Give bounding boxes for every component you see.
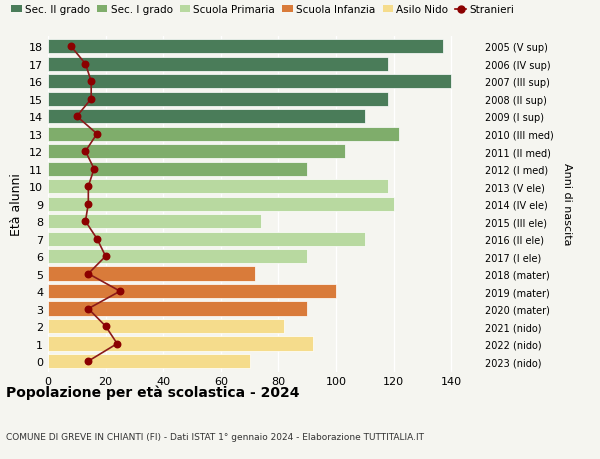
- Bar: [48, 145, 344, 159]
- Point: [101, 253, 110, 260]
- Point: [89, 166, 99, 173]
- Point: [92, 131, 102, 138]
- Text: Popolazione per età scolastica - 2024: Popolazione per età scolastica - 2024: [6, 385, 299, 399]
- Point: [86, 96, 96, 103]
- Bar: [48, 57, 388, 72]
- Point: [83, 305, 93, 313]
- Bar: [48, 92, 388, 106]
- Bar: [48, 127, 400, 142]
- Point: [101, 323, 110, 330]
- Point: [80, 218, 90, 225]
- Bar: [48, 197, 394, 212]
- Point: [80, 61, 90, 68]
- Text: COMUNE DI GREVE IN CHIANTI (FI) - Dati ISTAT 1° gennaio 2024 - Elaborazione TUTT: COMUNE DI GREVE IN CHIANTI (FI) - Dati I…: [6, 431, 424, 441]
- Point: [66, 44, 76, 51]
- Bar: [48, 337, 313, 351]
- Bar: [48, 302, 307, 316]
- Point: [115, 288, 125, 295]
- Legend: Sec. II grado, Sec. I grado, Scuola Primaria, Scuola Infanzia, Asilo Nido, Stran: Sec. II grado, Sec. I grado, Scuola Prim…: [11, 5, 514, 15]
- Y-axis label: Anni di nascita: Anni di nascita: [562, 163, 572, 246]
- Point: [83, 183, 93, 190]
- Bar: [48, 75, 451, 89]
- Bar: [48, 40, 443, 54]
- Point: [83, 358, 93, 365]
- Bar: [48, 179, 388, 194]
- Point: [72, 113, 82, 121]
- Bar: [48, 319, 284, 334]
- Bar: [48, 110, 365, 124]
- Bar: [48, 214, 261, 229]
- Point: [83, 270, 93, 278]
- Bar: [48, 267, 256, 281]
- Point: [112, 340, 122, 347]
- Bar: [48, 285, 336, 299]
- Point: [92, 235, 102, 243]
- Bar: [48, 162, 307, 177]
- Point: [86, 78, 96, 86]
- Bar: [48, 354, 250, 369]
- Bar: [48, 232, 365, 246]
- Y-axis label: Età alunni: Età alunni: [10, 173, 23, 235]
- Point: [83, 201, 93, 208]
- Point: [80, 148, 90, 156]
- Bar: [48, 249, 307, 264]
